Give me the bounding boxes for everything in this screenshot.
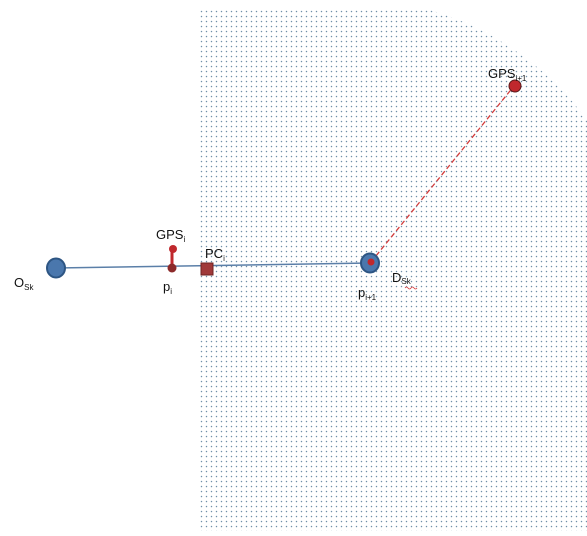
coverage-region xyxy=(200,10,587,531)
destination-label: DSk xyxy=(392,270,412,286)
origin-node xyxy=(47,258,65,278)
dashed-link-line xyxy=(370,85,515,263)
p-i-point xyxy=(167,263,177,273)
destination-squiggle xyxy=(404,286,418,290)
origin-label: OSk xyxy=(14,275,34,292)
p-next-label: pi+1 xyxy=(358,285,377,302)
gps-next-label: GPSi+1 xyxy=(488,66,527,83)
gps-next-point xyxy=(508,79,522,93)
p-next-node-outline xyxy=(360,252,380,274)
pc-i-label: PCi xyxy=(205,246,225,263)
gps-i-label: GPSi xyxy=(156,227,185,244)
p-next-gps-dot xyxy=(367,258,375,266)
gps-i-point xyxy=(169,245,177,253)
pc-i-square xyxy=(200,262,214,276)
p-i-label: pi xyxy=(163,279,172,296)
origin-node-outline xyxy=(46,257,66,279)
